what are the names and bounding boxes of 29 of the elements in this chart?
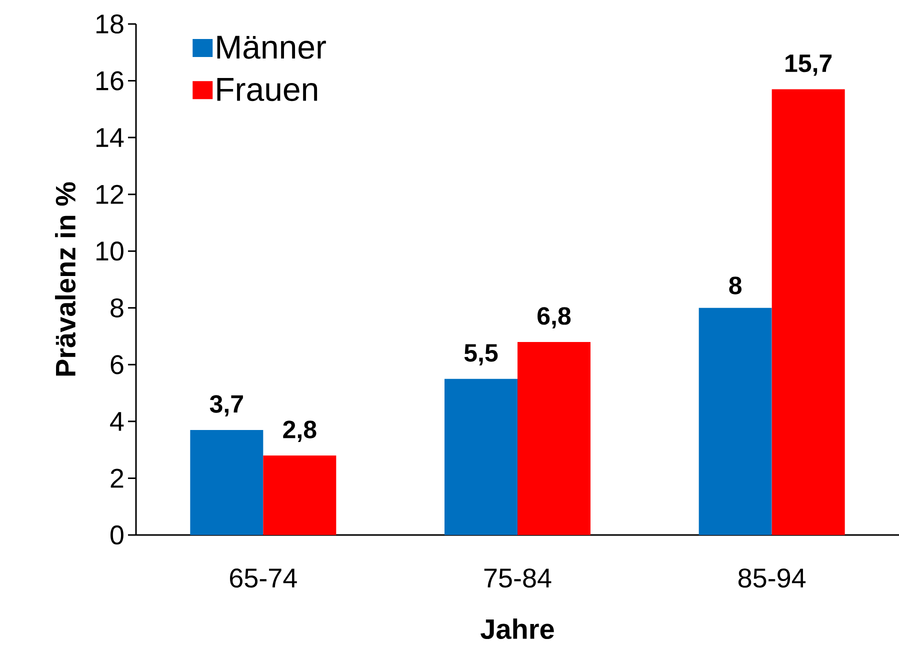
bar <box>772 89 845 535</box>
x-tick-label: 75-84 <box>484 568 552 588</box>
y-tick-label: 16 <box>96 71 124 90</box>
y-tick-label: 12 <box>96 184 124 204</box>
bar <box>190 430 264 535</box>
y-tick-label: 10 <box>96 242 124 261</box>
data-label: 6,8 <box>538 307 571 328</box>
y-tick-label: 4 <box>110 412 124 431</box>
y-axis-title: Prävalenz in % <box>55 182 76 376</box>
data-label: 15,7 <box>786 54 832 76</box>
bar <box>263 456 336 535</box>
y-tick-label: 0 <box>110 525 124 545</box>
bar <box>444 378 518 535</box>
legend-label: Frauen <box>217 78 318 102</box>
y-tick-label: 2 <box>110 468 124 488</box>
y-tick-label: 6 <box>110 355 124 374</box>
x-tick-label: 85-94 <box>738 568 806 588</box>
data-label: 8 <box>729 276 742 294</box>
x-axis-title: Jahre <box>480 618 554 640</box>
data-label: 5,5 <box>464 344 498 366</box>
x-tick-label: 65-74 <box>230 568 297 588</box>
data-label: 3,7 <box>210 395 243 416</box>
y-tick-label: 14 <box>96 128 124 147</box>
bar <box>698 308 772 535</box>
data-label: 2,8 <box>283 420 316 442</box>
y-tick-label: 8 <box>110 298 124 318</box>
bar <box>518 342 590 535</box>
legend-label: Männer <box>217 36 326 59</box>
y-tick-label: 18 <box>96 14 124 34</box>
